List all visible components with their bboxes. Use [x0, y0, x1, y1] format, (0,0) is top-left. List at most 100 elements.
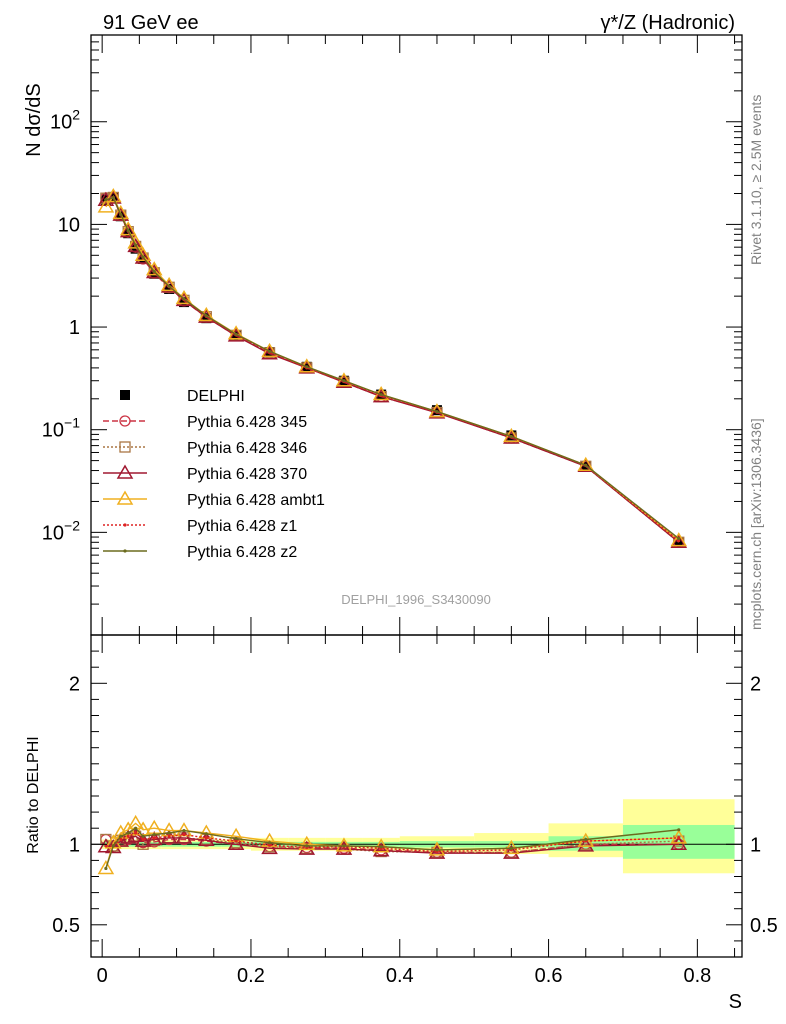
main-point [152, 269, 156, 274]
ratio-point [379, 845, 383, 849]
ratio-point [305, 844, 309, 848]
ratio-point [167, 834, 171, 838]
ratio-y-tick-label: 1 [69, 834, 80, 856]
main-point [198, 308, 215, 323]
main-y-tick-label: 10−1 [42, 415, 80, 442]
ratio-point [335, 840, 353, 855]
x-tick-label: 0.6 [535, 965, 563, 987]
ratio-point [204, 836, 208, 840]
ratio-point [428, 844, 446, 859]
ratio-point [145, 830, 163, 846]
legend-marker [116, 464, 134, 479]
main-y-tick-label: 10 [58, 214, 80, 236]
ratio-point [267, 843, 272, 847]
main-point [167, 284, 171, 288]
legend-entry-label: Pythia 6.428 370 [187, 466, 307, 483]
ratio-point [227, 835, 245, 851]
main-point [127, 237, 144, 253]
main-point [261, 342, 278, 358]
ratio-point [677, 836, 681, 840]
legend-entry-label: Pythia 6.428 345 [187, 414, 307, 431]
ratio-point [267, 841, 272, 845]
legend-entry-label: Pythia 6.428 346 [187, 440, 307, 457]
main-point [677, 536, 681, 541]
main-point [160, 278, 178, 293]
ratio-point [104, 844, 108, 848]
main-point [201, 313, 212, 324]
main-point [335, 373, 353, 388]
main-point [670, 533, 688, 549]
main-point [134, 246, 152, 262]
main-series-line-5 [105, 196, 680, 542]
main-series-line-6 [105, 196, 680, 540]
main-point [126, 229, 130, 233]
ratio-y-tick-label-right: 0.5 [750, 915, 778, 937]
ratio-point [509, 846, 513, 850]
main-point [134, 243, 138, 247]
ratio-point [182, 833, 186, 837]
ratio-point [198, 831, 215, 847]
ratio-point [152, 836, 156, 840]
main-point [130, 243, 141, 254]
ratio-point [372, 842, 390, 857]
main-y-tick-label: 10−2 [42, 517, 80, 544]
ratio-point [141, 837, 145, 842]
ratio-point [119, 834, 123, 838]
ratio-point [111, 844, 115, 848]
main-point [435, 410, 439, 414]
ratio-point [298, 840, 316, 855]
main-point [670, 532, 688, 547]
legend-entry-label: Pythia 6.428 ambt1 [187, 492, 325, 509]
ratio-point [134, 831, 138, 835]
ratio-point [182, 829, 186, 833]
legend-marker [123, 549, 127, 553]
main-plot-panel: 10−2 10−1 1 10 102 [42, 34, 743, 636]
main-point [127, 234, 144, 249]
mcplots-label: mcplots.cern.ch [arXiv:1306.3436] [748, 418, 764, 630]
ratio-point [175, 829, 193, 844]
main-point [111, 196, 115, 200]
ratio-point [428, 841, 446, 856]
main-y-tick-label: 1 [69, 317, 80, 339]
legend-entry-label: DELPHI [187, 388, 245, 405]
ratio-y-tick-label: 2 [69, 673, 80, 695]
x-tick-label: 0.8 [683, 965, 711, 987]
ratio-point [126, 834, 130, 838]
main-point [204, 314, 208, 318]
x-tick-label: 0.2 [237, 965, 265, 987]
legend-marker [123, 523, 127, 527]
legend-marker [119, 441, 131, 453]
ratio-point [372, 838, 390, 853]
ratio-point [126, 831, 130, 835]
main-series-line-1 [105, 196, 680, 543]
ratio-point [134, 826, 138, 830]
main-series-line-2 [105, 196, 680, 543]
ratio-point [342, 844, 346, 848]
ratio-point [97, 859, 115, 875]
main-point [509, 434, 513, 439]
main-point [119, 221, 137, 236]
ratio-point [503, 844, 520, 859]
analysis-id-label: DELPHI_1996_S3430090 [341, 592, 491, 607]
ratio-plot-panel: 0 0.2 0.4 0.6 0.8 0.5 0.5 1 1 2 2 [52, 35, 778, 987]
rivet-version-label: Rivet 3.1.10, ≥ 2.5M events [748, 95, 764, 265]
main-series-line-4 [105, 195, 680, 542]
main-point [160, 276, 178, 292]
main-point [119, 223, 137, 238]
main-point [234, 332, 238, 336]
ratio-point [677, 828, 681, 832]
ratio-frame [90, 634, 743, 958]
legend-entry-label: Pythia 6.428 z1 [187, 518, 297, 535]
main-point [112, 206, 130, 221]
ratio-point [104, 866, 108, 871]
main-point [141, 255, 145, 259]
ratio-point [584, 837, 588, 842]
main-y-axis-title: N dσ/dS [23, 83, 45, 157]
header-left-label: 91 GeV ee [103, 12, 199, 34]
ratio-point [435, 848, 439, 852]
legend: DELPHI Pythia 6.428 345 Pythia 6.428 346 Py… [103, 388, 325, 561]
main-point [584, 463, 588, 467]
ratio-point [234, 837, 238, 841]
main-point [179, 297, 189, 308]
